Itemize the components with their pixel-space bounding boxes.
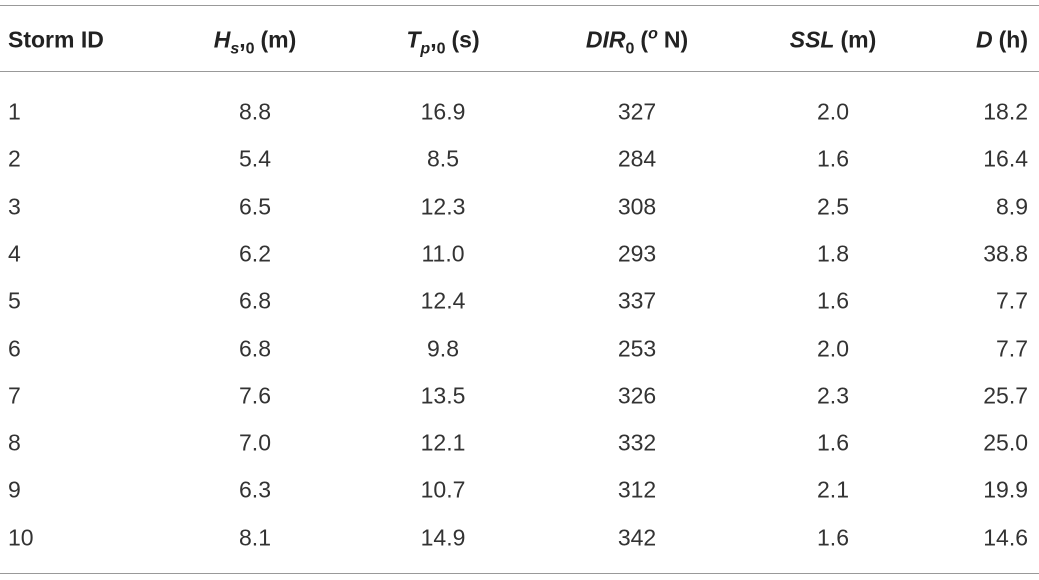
value-cell: 7.0 xyxy=(239,429,271,456)
symbol: H xyxy=(213,26,231,53)
value-cell: 6.2 xyxy=(239,240,271,267)
value-cell: 253 xyxy=(617,335,657,361)
value-cell: 11.0 xyxy=(421,240,465,267)
top-rule xyxy=(0,5,1039,6)
value-cell: 2.5 xyxy=(817,193,849,220)
unit-open: ( xyxy=(640,26,649,53)
value-cell: 6.3 xyxy=(239,476,271,503)
value-cell: 16.9 xyxy=(420,98,466,125)
unit: (m) xyxy=(260,26,297,53)
symbol: DIR xyxy=(585,26,626,53)
value-cell: 7.7 xyxy=(996,335,1028,361)
value-cell: 327 xyxy=(617,98,657,125)
value-cell: 6.5 xyxy=(239,193,271,220)
value-cell: 7.6 xyxy=(239,382,271,409)
value-cell: 284 xyxy=(617,145,657,172)
value-cell: 8.1 xyxy=(239,524,271,551)
value-cell: 8.8 xyxy=(239,98,271,125)
value-cell: 9.8 xyxy=(427,335,459,361)
value-cell: 2.1 xyxy=(817,476,849,503)
symbol: D xyxy=(976,26,993,53)
storm-id: 6 xyxy=(8,335,21,361)
value-cell: 2.0 xyxy=(817,98,849,125)
bottom-rule xyxy=(0,573,1039,574)
value-cell: 326 xyxy=(617,382,657,409)
value-cell: 6.8 xyxy=(239,335,271,361)
storm-id: 4 xyxy=(8,240,21,267)
symbol: SSL xyxy=(789,26,835,53)
value-cell: 1.8 xyxy=(817,240,849,267)
unit: N) xyxy=(663,26,689,53)
value-cell: 38.8 xyxy=(983,240,1028,267)
comma: , xyxy=(430,26,437,53)
comma: , xyxy=(239,26,246,53)
subscript: 0 xyxy=(436,40,446,58)
value-cell: 2.3 xyxy=(817,382,849,409)
value-cell: 1.6 xyxy=(817,145,849,172)
subscript: 0 xyxy=(245,40,255,58)
header-cell: Storm ID xyxy=(8,26,104,53)
storm-id: 3 xyxy=(8,193,21,220)
storm-id: 9 xyxy=(8,476,21,503)
storm-id: 8 xyxy=(8,429,21,456)
unit: (h) xyxy=(998,26,1028,53)
header-cell: Tp,0 (s) xyxy=(406,26,480,57)
storm-id: 5 xyxy=(8,287,21,314)
value-cell: 12.4 xyxy=(420,287,466,314)
value-cell: 7.7 xyxy=(996,287,1028,314)
value-cell: 2.0 xyxy=(817,335,849,361)
symbol: T xyxy=(406,26,421,53)
value-cell: 1.6 xyxy=(817,524,849,551)
storm-id: 7 xyxy=(8,382,21,409)
value-cell: 19.9 xyxy=(983,476,1028,503)
value-cell: 312 xyxy=(617,476,657,503)
value-cell: 25.7 xyxy=(983,382,1028,409)
header-cell: Hs,0 (m) xyxy=(213,26,297,57)
header-cell: SSL (m) xyxy=(789,26,877,53)
value-cell: 5.4 xyxy=(239,145,271,172)
subscript: 0 xyxy=(625,40,635,58)
unit: (s) xyxy=(451,26,480,53)
value-cell: 14.6 xyxy=(983,524,1028,551)
value-cell: 308 xyxy=(617,193,657,220)
value-cell: 1.6 xyxy=(817,287,849,314)
unit: (m) xyxy=(840,26,877,53)
value-cell: 1.6 xyxy=(817,429,849,456)
header-text: Storm ID xyxy=(8,26,104,53)
header-cell: D (h) xyxy=(976,26,1028,53)
storm-id: 2 xyxy=(8,145,21,172)
value-cell: 10.7 xyxy=(420,476,466,503)
value-cell: 18.2 xyxy=(983,98,1028,125)
subscript: p xyxy=(420,40,431,58)
value-cell: 12.3 xyxy=(420,193,466,220)
value-cell: 14.9 xyxy=(420,524,466,551)
value-cell: 342 xyxy=(617,524,657,551)
storm-id: 1 xyxy=(8,98,21,125)
header-rule xyxy=(0,71,1039,72)
value-cell: 16.4 xyxy=(983,145,1028,172)
subscript: s xyxy=(230,40,240,58)
superscript: o xyxy=(648,25,658,43)
value-cell: 25.0 xyxy=(983,429,1028,456)
value-cell: 337 xyxy=(617,287,657,314)
value-cell: 6.8 xyxy=(239,287,271,314)
value-cell: 8.9 xyxy=(996,193,1028,220)
value-cell: 13.5 xyxy=(420,382,466,409)
value-cell: 293 xyxy=(617,240,657,267)
value-cell: 332 xyxy=(617,429,657,456)
value-cell: 8.5 xyxy=(427,145,459,172)
storm-id: 10 xyxy=(8,524,34,551)
header-cell: DIR0 (o N) xyxy=(585,25,689,57)
value-cell: 12.1 xyxy=(420,429,466,456)
